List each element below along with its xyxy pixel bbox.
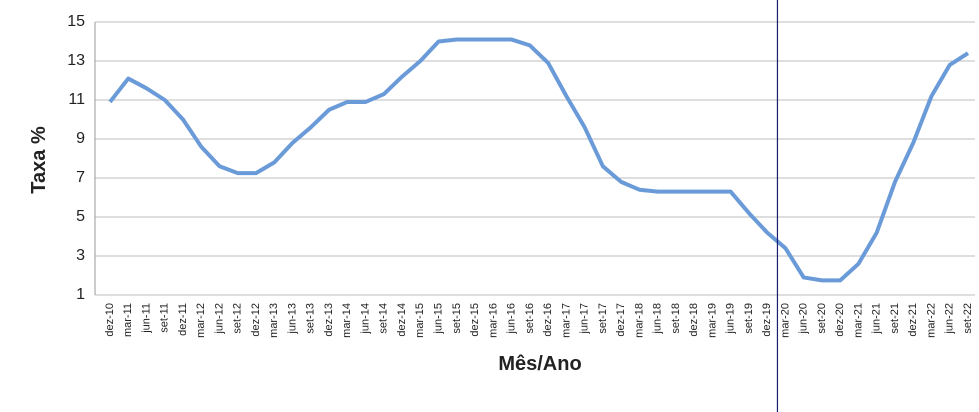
y-tick-label: 5 (76, 208, 85, 225)
y-tick-label: 7 (76, 169, 85, 186)
x-tick-label: mar-18 (633, 303, 645, 338)
y-tick-label: 11 (68, 91, 85, 108)
x-tick-label: mar-20 (779, 303, 791, 338)
x-tick-label: jun-11 (140, 303, 152, 334)
x-tick-label: dez-14 (396, 303, 408, 337)
x-tick-label: mar-22 (925, 303, 937, 338)
x-tick-label: mar-13 (268, 303, 280, 338)
x-tick-label: jun-20 (798, 303, 810, 335)
x-tick-label: dez-20 (834, 303, 846, 337)
x-tick-label: set-16 (524, 303, 536, 334)
x-tick-label: dez-15 (469, 303, 481, 337)
x-tick-label: dez-17 (615, 303, 627, 337)
y-tick-label: 15 (67, 13, 85, 30)
line-series (108, 37, 970, 283)
x-tick-label: jun-19 (725, 303, 737, 335)
x-tick-label: jun-16 (506, 303, 518, 335)
x-tick-label: jun-21 (871, 303, 883, 335)
x-tick-label: dez-12 (250, 303, 262, 337)
x-tick-label: dez-11 (177, 303, 189, 336)
x-tick-label: mar-15 (414, 303, 426, 338)
x-tick-label: jun-12 (213, 303, 225, 335)
x-tick-label: set-20 (816, 303, 828, 334)
x-tick-label: mar-19 (706, 303, 718, 338)
x-tick-label: jun-17 (579, 303, 591, 335)
y-tick-label: 3 (76, 247, 85, 264)
x-tick-label: dez-16 (542, 303, 554, 337)
x-axis-label: Mês/Ano (498, 353, 581, 375)
x-tick-label: mar-21 (852, 303, 864, 338)
x-tick-label: set-17 (597, 303, 609, 334)
x-tick-label: dez-18 (688, 303, 700, 337)
x-tick-label: jun-15 (433, 303, 445, 335)
x-tick-label: dez-13 (323, 303, 335, 337)
x-tick-label: dez-21 (907, 303, 919, 337)
y-tick-label: 13 (67, 52, 85, 69)
x-tick-label: jun-18 (652, 303, 664, 335)
x-tick-label: set-15 (451, 303, 463, 334)
y-axis-label: Taxa % (28, 126, 50, 194)
x-tick-label: mar-11 (122, 303, 134, 337)
x-tick-label: mar-12 (195, 303, 207, 338)
x-tick-label: dez-10 (104, 303, 116, 337)
x-tick-label: mar-14 (341, 303, 353, 338)
x-tick-label: set-12 (232, 303, 244, 334)
x-tick-label: set-22 (962, 303, 974, 334)
x-tick-label: set-19 (743, 303, 755, 334)
x-tick-label: set-14 (378, 303, 390, 334)
y-tick-label: 9 (76, 130, 85, 147)
x-tick-label: set-13 (305, 303, 317, 334)
x-tick-label: jun-14 (359, 303, 371, 335)
x-tick-label: set-18 (670, 303, 682, 334)
x-tick-label: jun-13 (286, 303, 298, 335)
y-tick-label: 1 (76, 286, 85, 303)
x-tick-label: dez-19 (761, 303, 773, 337)
x-tick-label: set-21 (889, 303, 901, 334)
x-tick-label: mar-17 (560, 303, 572, 338)
x-tick-label: jun-22 (944, 303, 956, 335)
x-tick-label: mar-16 (487, 303, 499, 338)
x-tick-label: set-11 (159, 303, 171, 333)
